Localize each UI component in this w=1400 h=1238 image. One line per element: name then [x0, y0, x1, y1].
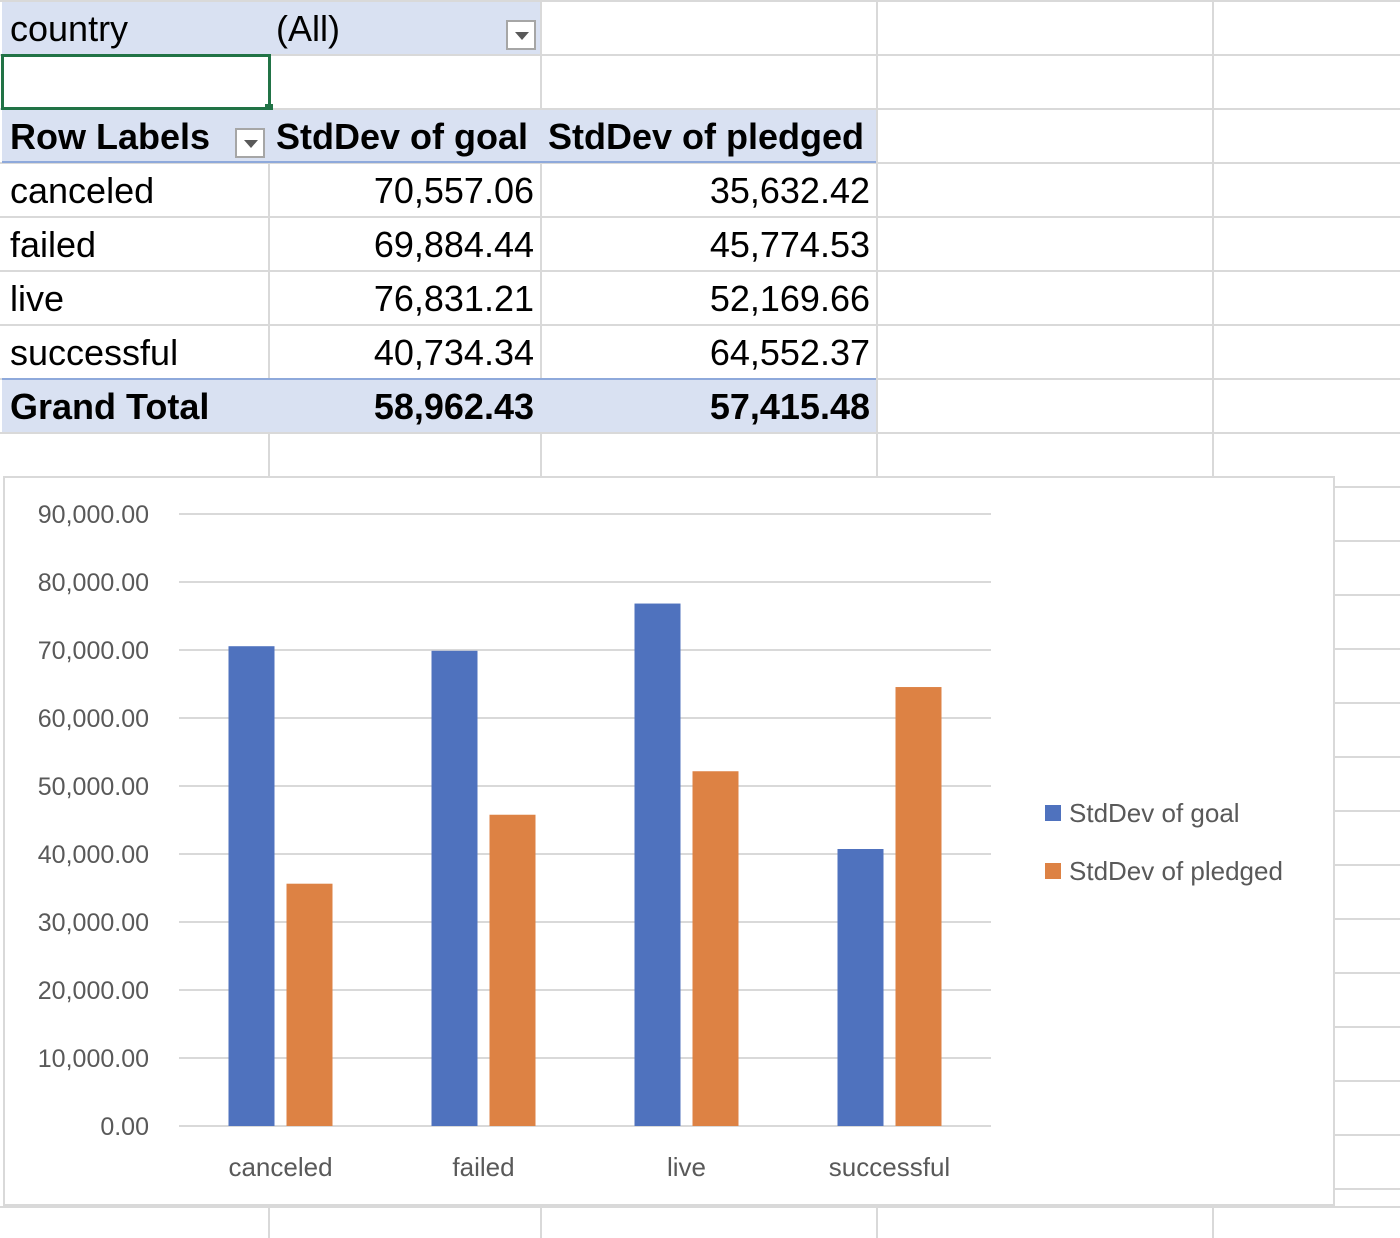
- filter-dropdown-button[interactable]: [506, 20, 536, 50]
- pivot-cell-goal[interactable]: 69,884.44: [373, 224, 534, 265]
- selected-cell[interactable]: [1, 54, 271, 110]
- grid-row-line: [0, 108, 1400, 110]
- grid-row-line: [1334, 918, 1400, 920]
- pivot-cell-goal[interactable]: 70,557.06: [373, 170, 534, 211]
- legend-swatch: [1045, 863, 1061, 879]
- pivot-cell-pledged[interactable]: 52,169.66: [709, 278, 870, 319]
- bar-goal-live: [634, 603, 681, 1126]
- y-tick-label: 50,000.00: [38, 773, 149, 801]
- grid-row-line: [1334, 864, 1400, 866]
- y-tick-label: 10,000.00: [38, 1045, 149, 1073]
- filter-value[interactable]: (All): [276, 8, 340, 49]
- grid-row-line: [1334, 540, 1400, 542]
- grand-total-goal[interactable]: 58,962.43: [373, 386, 534, 427]
- grid-row-line: [1334, 486, 1400, 488]
- grid-row-line: [0, 324, 1400, 326]
- x-tick-label: failed: [452, 1152, 514, 1182]
- grid-row-line: [0, 1206, 1400, 1208]
- grid-row-line: [0, 54, 1400, 56]
- filter-row-background: [2, 2, 540, 54]
- y-tick-label: 70,000.00: [38, 637, 149, 665]
- grid-row-line: [1334, 1080, 1400, 1082]
- grid-row-line: [1334, 972, 1400, 974]
- grand-total-top-border: [2, 378, 876, 380]
- grid-row-line: [1334, 594, 1400, 596]
- y-tick-label: 0.00: [100, 1113, 149, 1141]
- chart-plot-svg: 0.00 10,000.00 20,000.00 30,000.00 40,000.00…: [38, 501, 1283, 1182]
- pivot-cell-goal[interactable]: 40,734.34: [373, 332, 534, 373]
- pivot-header-row-labels[interactable]: Row Labels: [10, 116, 211, 157]
- pivot-row-label[interactable]: successful: [10, 332, 179, 373]
- bar-goal-failed: [431, 650, 478, 1126]
- grid-row-line: [0, 216, 1400, 218]
- grid-row-line: [1334, 648, 1400, 650]
- y-tick-label: 30,000.00: [38, 909, 149, 937]
- bar-pledged-successful: [895, 687, 942, 1126]
- pivot-row-label[interactable]: live: [10, 278, 65, 319]
- grid-row-line: [1334, 756, 1400, 758]
- pivot-row-label[interactable]: failed: [10, 224, 97, 265]
- fill-handle[interactable]: [265, 104, 273, 112]
- grid-row-line: [1334, 1026, 1400, 1028]
- pivot-cell-goal[interactable]: 76,831.21: [373, 278, 534, 319]
- pivot-chart[interactable]: 0.00 10,000.00 20,000.00 30,000.00 40,000.00…: [3, 476, 1335, 1206]
- bar-goal-successful: [837, 849, 884, 1126]
- grid-row-line: [1334, 1188, 1400, 1190]
- pivot-header-stddev-goal[interactable]: StdDev of goal: [276, 116, 529, 157]
- pivot-cell-pledged[interactable]: 64,552.37: [709, 332, 870, 373]
- header-bottom-border: [2, 161, 876, 163]
- grid-row-line: [1334, 702, 1400, 704]
- x-tick-label: successful: [829, 1152, 950, 1182]
- pivot-header-background: [2, 110, 876, 162]
- grid-row-line: [1334, 1134, 1400, 1136]
- grand-total-label[interactable]: Grand Total: [10, 386, 210, 427]
- y-tick-label: 40,000.00: [38, 841, 149, 869]
- grand-total-pledged[interactable]: 57,415.48: [709, 386, 870, 427]
- pivot-cell-pledged[interactable]: 45,774.53: [709, 224, 870, 265]
- grid-row-line: [0, 0, 1400, 2]
- grid-row-line: [0, 432, 1400, 434]
- pivot-header-stddev-pledged[interactable]: StdDev of pledged: [548, 116, 865, 157]
- legend-label: StdDev of goal: [1069, 798, 1240, 828]
- bar-pledged-canceled: [286, 883, 333, 1126]
- grand-total-background: [2, 380, 876, 432]
- y-tick-label: 80,000.00: [38, 569, 149, 597]
- y-tick-label: 90,000.00: [38, 501, 149, 529]
- grid-row-line: [0, 270, 1400, 272]
- bar-pledged-failed: [489, 814, 536, 1126]
- legend-swatch: [1045, 805, 1061, 821]
- x-tick-label: live: [667, 1152, 706, 1182]
- grid-row-line: [0, 162, 1400, 164]
- y-tick-label: 20,000.00: [38, 977, 149, 1005]
- bar-goal-canceled: [228, 646, 275, 1126]
- pivot-row-label[interactable]: canceled: [10, 170, 155, 211]
- grid-row-line: [1334, 810, 1400, 812]
- filter-field-label[interactable]: country: [10, 8, 129, 49]
- row-labels-filter-button[interactable]: [235, 128, 265, 158]
- legend-label: StdDev of pledged: [1069, 856, 1283, 886]
- bar-pledged-live: [692, 771, 739, 1126]
- y-tick-label: 60,000.00: [38, 705, 149, 733]
- pivot-cell-pledged[interactable]: 35,632.42: [709, 170, 870, 211]
- x-tick-label: canceled: [228, 1152, 332, 1182]
